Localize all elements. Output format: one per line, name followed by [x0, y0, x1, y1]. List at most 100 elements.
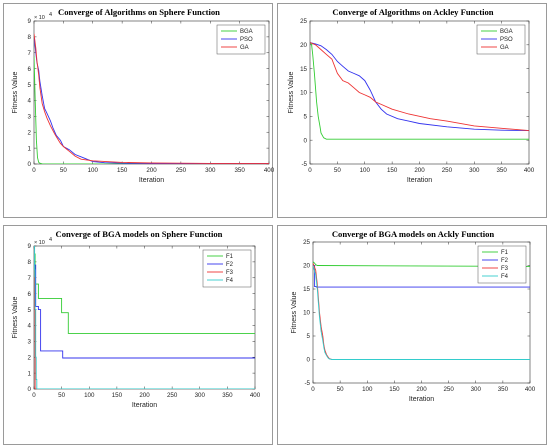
legend-label: F2	[226, 262, 234, 268]
series-group	[34, 246, 255, 389]
legend-box	[476, 24, 526, 55]
x-axis-label: Iteration	[139, 177, 164, 184]
y-tick-label: 9	[28, 18, 32, 25]
y-tick-label: 15	[303, 286, 310, 293]
y-tick-label: 2	[28, 354, 32, 361]
y-tick-label: 6	[28, 66, 32, 73]
y-tick-label: 8	[28, 34, 32, 41]
chart-panel-sphere-bga-models: Converge of BGA models on Sphere Functio…	[3, 225, 273, 445]
y-axis-multiplier: × 10	[34, 15, 45, 21]
x-tick-label: 200	[139, 392, 150, 399]
series-line-bga	[34, 55, 269, 164]
y-tick-label: 20	[303, 263, 310, 270]
y-axis-label: Fitness Value	[12, 296, 19, 338]
x-tick-label: 0	[308, 167, 312, 174]
legend-label: F4	[501, 274, 509, 280]
legend-label: GA	[500, 45, 509, 51]
y-tick-label: 20	[300, 42, 307, 49]
chart-svg: Converge of Algorithms on Ackley Functio…	[288, 7, 535, 184]
legend-label: F2	[501, 258, 509, 264]
chart-title: Converge of Algorithms on Sphere Functio…	[58, 7, 220, 17]
y-tick-label: 0	[304, 137, 308, 144]
chart-svg: Converge of Algorithms on Sphere Functio…	[12, 7, 275, 184]
x-tick-label: 350	[222, 392, 233, 399]
legend-label: F3	[226, 270, 234, 276]
x-tick-label: 100	[360, 167, 371, 174]
series-group	[34, 33, 269, 164]
x-tick-label: 200	[416, 386, 427, 393]
y-tick-label: 0	[28, 161, 32, 168]
chart-panel-ackley-bga-models: Converge of BGA models on Ackly Function…	[277, 225, 547, 445]
y-tick-label: 9	[28, 243, 32, 250]
chart-svg: Converge of BGA models on Sphere Functio…	[12, 229, 261, 409]
x-tick-label: 150	[117, 167, 128, 174]
x-tick-label: 200	[146, 167, 157, 174]
y-tick-label: 5	[28, 82, 32, 89]
y-tick-label: 4	[28, 323, 32, 330]
x-tick-label: 350	[498, 386, 509, 393]
y-tick-label: 4	[28, 98, 32, 105]
x-axis-label: Iteration	[407, 177, 432, 184]
x-tick-label: 0	[32, 392, 36, 399]
legend-label: F4	[226, 278, 234, 284]
y-axis-label: Fitness Value	[288, 71, 295, 113]
y-tick-label: 1	[28, 370, 32, 377]
x-tick-label: 250	[443, 386, 454, 393]
legend-label: F1	[226, 254, 234, 260]
chart-panel-ackley-algorithms: Converge of Algorithms on Ackley Functio…	[277, 3, 547, 218]
y-tick-label: 8	[28, 259, 32, 266]
x-tick-label: 250	[176, 167, 187, 174]
x-tick-label: 150	[112, 392, 123, 399]
y-tick-label: 1	[28, 145, 32, 152]
y-tick-label: 0	[307, 357, 311, 364]
y-tick-label: 25	[303, 239, 310, 246]
y-tick-label: 25	[300, 18, 307, 25]
x-tick-label: 350	[496, 167, 507, 174]
y-tick-label: 5	[304, 114, 308, 121]
x-tick-label: 250	[167, 392, 178, 399]
legend-label: BGA	[500, 29, 513, 35]
x-tick-label: 250	[442, 167, 453, 174]
y-axis-exponent: 4	[49, 12, 52, 18]
series-line-ga	[34, 33, 269, 164]
x-tick-label: 400	[524, 167, 535, 174]
legend-label: PSO	[240, 37, 253, 43]
chart-title: Converge of BGA models on Ackly Function	[332, 229, 495, 239]
y-axis-multiplier: × 10	[34, 240, 45, 246]
x-tick-label: 150	[387, 167, 398, 174]
y-tick-label: 5	[28, 307, 32, 314]
y-tick-label: 3	[28, 114, 32, 121]
legend-label: F3	[501, 266, 509, 272]
series-line-f1	[313, 261, 530, 267]
x-tick-label: 300	[205, 167, 216, 174]
series-line-ga	[310, 42, 529, 132]
y-tick-label: 2	[28, 129, 32, 136]
series-group	[313, 261, 530, 360]
x-tick-label: 100	[362, 386, 373, 393]
series-line-pso	[310, 42, 529, 132]
x-tick-label: 400	[525, 386, 536, 393]
x-tick-label: 0	[311, 386, 315, 393]
series-line-pso	[34, 36, 269, 164]
x-tick-label: 100	[84, 392, 95, 399]
chart-title: Converge of BGA models on Sphere Functio…	[56, 229, 223, 239]
series-line-bga	[310, 41, 529, 140]
x-tick-label: 50	[337, 386, 344, 393]
x-tick-label: 50	[60, 167, 67, 174]
series-line-f4	[313, 265, 530, 360]
x-tick-label: 50	[334, 167, 341, 174]
x-tick-label: 200	[414, 167, 425, 174]
x-axis-label: Iteration	[132, 402, 157, 409]
y-tick-label: 0	[28, 386, 32, 393]
y-tick-label: 7	[28, 275, 32, 282]
y-tick-label: 10	[303, 310, 310, 317]
x-tick-label: 100	[88, 167, 99, 174]
legend-label: GA	[240, 45, 249, 51]
x-tick-label: 50	[58, 392, 65, 399]
y-tick-label: 6	[28, 291, 32, 298]
chart-title: Converge of Algorithms on Ackley Functio…	[332, 7, 493, 17]
x-tick-label: 300	[469, 167, 480, 174]
legend-label: F1	[501, 250, 509, 256]
legend-label: PSO	[500, 37, 513, 43]
series-line-f4	[34, 246, 255, 389]
